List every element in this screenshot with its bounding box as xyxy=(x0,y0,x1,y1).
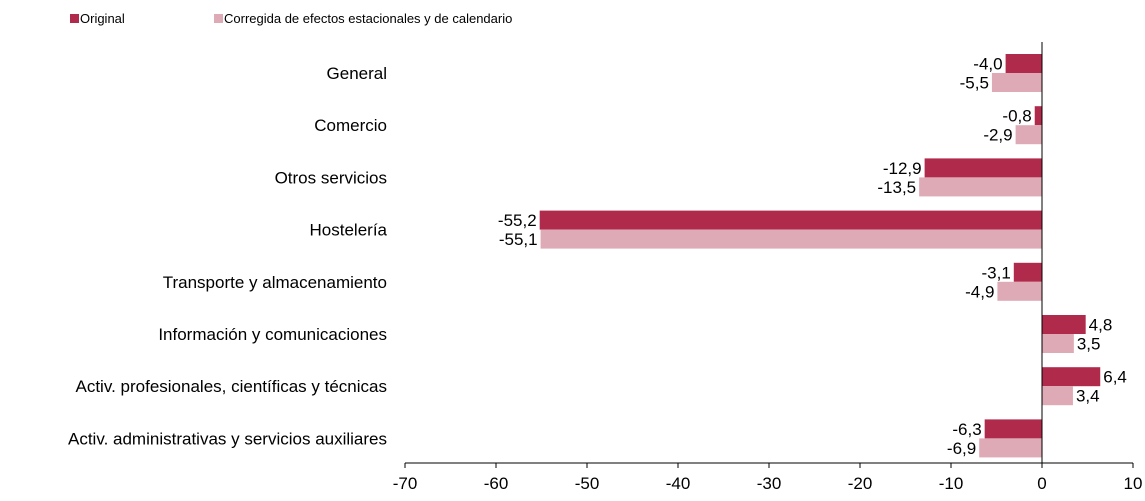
x-tick-label: -30 xyxy=(757,474,782,493)
x-tick-label: -10 xyxy=(939,474,964,493)
plot-area: General -4,0-5,5 Comercio -0,8-2,9 Otros ser… xyxy=(68,42,1142,493)
legend-swatch-original xyxy=(70,14,79,23)
x-tick-label: -60 xyxy=(484,474,509,493)
x-tick-label: -40 xyxy=(666,474,691,493)
bar-corregida xyxy=(540,229,1042,249)
x-tick-label: -70 xyxy=(393,474,418,493)
category-label: Activ. profesionales, científicas y técn… xyxy=(76,377,388,396)
bar-corregida xyxy=(997,281,1042,301)
category-label: Transporte y almacenamiento xyxy=(163,273,387,292)
data-label-corregida: -5,5 xyxy=(960,74,989,93)
bar-corregida xyxy=(919,177,1042,197)
category-label: Comercio xyxy=(314,116,387,135)
data-label-original: 4,8 xyxy=(1089,316,1113,335)
data-label-corregida: -4,9 xyxy=(965,282,994,301)
bar-original xyxy=(1042,315,1086,334)
bar-original xyxy=(1042,367,1101,387)
bar-original xyxy=(539,210,1042,230)
data-label-original: -55,2 xyxy=(498,211,537,230)
data-label-corregida: 3,5 xyxy=(1077,335,1101,354)
legend: Original Corregida de efectos estacional… xyxy=(70,11,512,26)
data-label-original: -12,9 xyxy=(883,159,922,178)
legend-label-original: Original xyxy=(80,11,125,26)
bar-corregida xyxy=(1042,334,1074,353)
category-label: Activ. administrativas y servicios auxil… xyxy=(68,429,387,448)
category-label: Hostelería xyxy=(310,221,388,240)
bar-corregida xyxy=(991,73,1042,92)
data-label-original: -3,1 xyxy=(981,263,1010,282)
bar-original xyxy=(1005,54,1042,73)
data-label-corregida: -6,9 xyxy=(947,439,976,458)
bar-corregida xyxy=(1015,125,1042,145)
x-tick-label: 10 xyxy=(1124,474,1143,493)
data-label-original: -6,3 xyxy=(952,420,981,439)
bar-original xyxy=(924,158,1042,178)
data-label-original: 6,4 xyxy=(1103,368,1127,387)
data-label-original: -4,0 xyxy=(973,55,1002,74)
data-label-corregida: 3,4 xyxy=(1076,387,1100,406)
category-label: General xyxy=(327,64,387,83)
bar-original xyxy=(1013,262,1042,282)
legend-swatch-corregida xyxy=(214,14,223,23)
category-label: Información y comunicaciones xyxy=(158,325,387,344)
data-label-corregida: -55,1 xyxy=(499,230,538,249)
category-label: Otros servicios xyxy=(275,168,387,187)
data-label-corregida: -13,5 xyxy=(877,178,916,197)
x-tick-label: -50 xyxy=(575,474,600,493)
data-label-original: -0,8 xyxy=(1002,107,1031,126)
x-tick-label: 0 xyxy=(1037,474,1046,493)
legend-label-corregida: Corregida de efectos estacionales y de c… xyxy=(224,11,512,26)
bar-corregida xyxy=(979,438,1042,458)
bar-corregida xyxy=(1042,386,1073,406)
bar-original xyxy=(984,419,1042,439)
x-tick-label: -20 xyxy=(848,474,873,493)
bar-original xyxy=(1034,106,1042,126)
data-label-corregida: -2,9 xyxy=(983,126,1012,145)
